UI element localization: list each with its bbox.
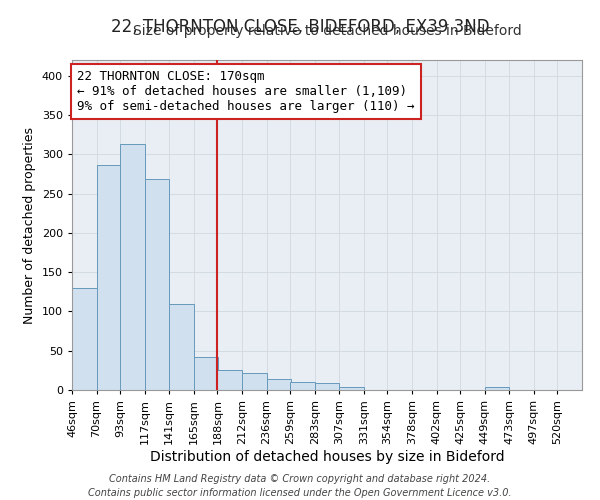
Title: Size of property relative to detached houses in Bideford: Size of property relative to detached ho…	[133, 24, 521, 38]
Bar	[290, 382, 315, 390]
Bar	[217, 370, 242, 390]
Text: 22 THORNTON CLOSE: 170sqm
← 91% of detached houses are smaller (1,109)
9% of sem: 22 THORNTON CLOSE: 170sqm ← 91% of detac…	[77, 70, 415, 113]
Bar	[97, 166, 121, 390]
Text: 22, THORNTON CLOSE, BIDEFORD, EX39 3ND: 22, THORNTON CLOSE, BIDEFORD, EX39 3ND	[110, 18, 490, 36]
Y-axis label: Number of detached properties: Number of detached properties	[23, 126, 36, 324]
Bar	[339, 387, 364, 390]
Bar	[72, 288, 97, 390]
Bar	[485, 387, 509, 390]
Bar	[315, 383, 339, 390]
Bar	[194, 357, 218, 390]
Text: Contains HM Land Registry data © Crown copyright and database right 2024.
Contai: Contains HM Land Registry data © Crown c…	[88, 474, 512, 498]
Bar	[169, 304, 194, 390]
Bar	[120, 144, 145, 390]
X-axis label: Distribution of detached houses by size in Bideford: Distribution of detached houses by size …	[149, 450, 505, 464]
Bar	[266, 379, 291, 390]
Bar	[242, 372, 266, 390]
Bar	[145, 180, 169, 390]
